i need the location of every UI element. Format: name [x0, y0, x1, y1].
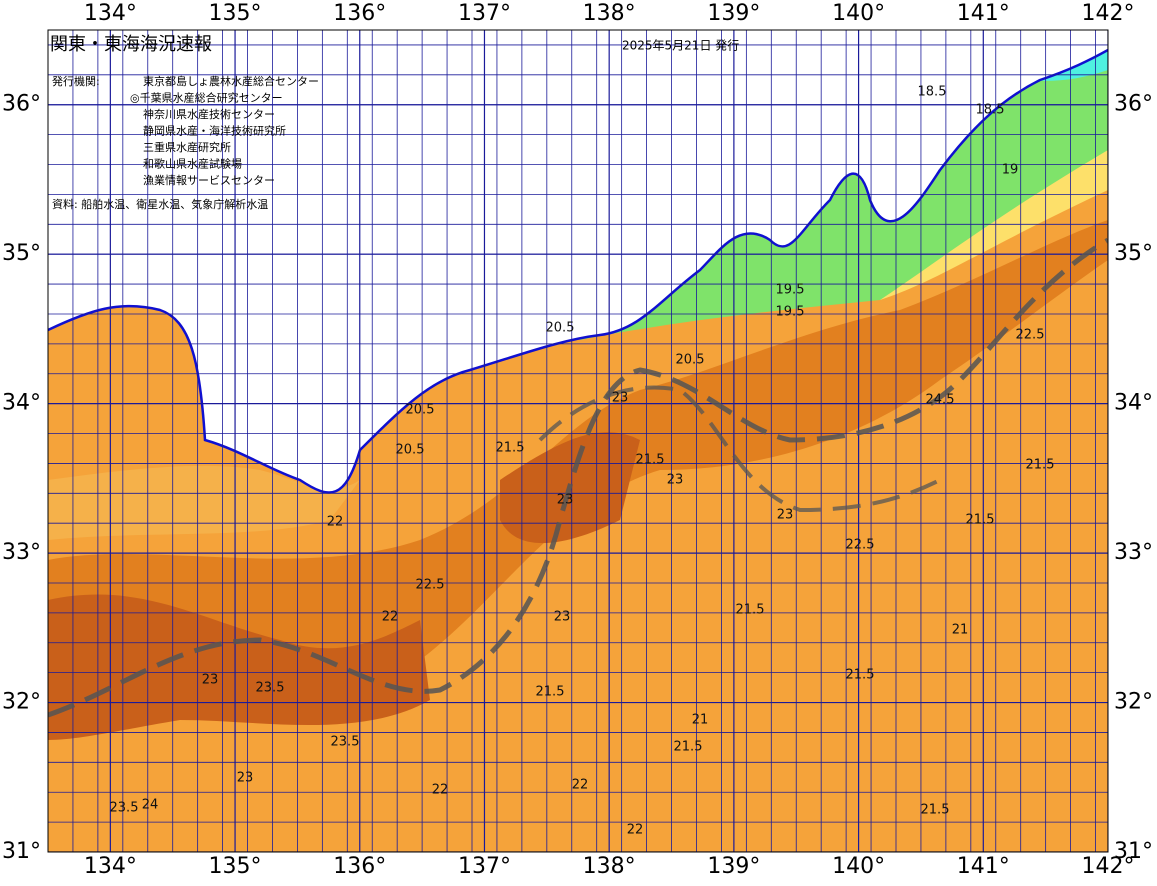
x-tick-label: 138° [583, 1, 636, 26]
issuer: 和歌山県水産試験場 [143, 157, 242, 171]
contour-label: 23.5 [331, 735, 360, 750]
map-title: 関東・東海海況速報 [50, 34, 212, 55]
contour-label: 22.5 [416, 578, 445, 593]
contour-label: 20.5 [546, 321, 575, 336]
contour-label: 24.5 [926, 393, 955, 408]
y-tick-label: 35° [1114, 241, 1153, 266]
contour-label: 20.5 [406, 403, 435, 418]
x-tick-label: 140° [832, 854, 885, 879]
x-tick-label: 135° [209, 1, 262, 26]
contour-label: 18.5 [918, 85, 947, 100]
x-tick-label: 142° [1082, 1, 1135, 26]
issue-date: 2025年5月21日 発行 [622, 39, 739, 53]
issuer: 東京都島しょ農林水産総合センター [143, 74, 319, 88]
contour-label: 21.5 [536, 685, 565, 700]
contour-label: 24 [142, 798, 159, 813]
x-tick-label: 136° [333, 854, 386, 879]
contour-label: 20.5 [676, 353, 705, 368]
contour-label: 22 [572, 778, 589, 793]
contour-label: 19.5 [776, 305, 805, 320]
contour-label: 18.5 [976, 103, 1005, 118]
x-tick-label: 137° [458, 1, 511, 26]
y-tick-label: 31° [2, 839, 41, 864]
x-tick-label: 137° [458, 854, 511, 879]
contour-label: 22 [432, 783, 449, 798]
x-tick-label: 134° [84, 1, 137, 26]
land [48, 30, 1108, 493]
grid [48, 30, 1108, 852]
contour-label: 20.5 [396, 443, 425, 458]
y-tick-label: 34° [1114, 391, 1153, 416]
contour-label: 23 [667, 473, 684, 488]
contour-label: 22 [382, 610, 399, 625]
contour-label: 22 [327, 515, 344, 530]
issuer: 漁業情報サービスセンター [143, 173, 275, 187]
contour-label: 21.5 [636, 453, 665, 468]
contour-label: 22.5 [846, 538, 875, 553]
contour-label: 19 [1002, 163, 1019, 178]
contour-label: 21.5 [496, 441, 525, 456]
kuroshio-branch [538, 385, 941, 513]
contour-label: 23 [557, 493, 574, 508]
x-tick-label: 136° [333, 1, 386, 26]
y-tick-label: 33° [1114, 540, 1153, 565]
contour-label: 21.5 [736, 603, 765, 618]
y-tick-label: 31° [1114, 839, 1153, 864]
sea-mild [48, 465, 360, 540]
map-frame [47, 29, 1109, 853]
x-tick-label: 139° [707, 854, 760, 879]
contour-label: 23.5 [256, 681, 285, 696]
warm-core [48, 594, 430, 740]
y-tick-label: 34° [2, 391, 41, 416]
issuer: 神奈川県水産技術センター [143, 107, 275, 121]
sea-temperature: 18.5 18.5 19 19.5 19.5 20.5 20.5 20.5 21.5 21.5 21… [48, 30, 1108, 852]
contour-label: 23 [777, 508, 794, 523]
issuer-list: 東京都島しょ農林水産総合センター ◎千葉県水産総合研究センター神奈川県水産技術セン… [130, 74, 319, 187]
y-tick-label: 36° [2, 92, 41, 117]
x-tick-label: 138° [583, 854, 636, 879]
contour-label: 22.5 [1016, 328, 1045, 343]
issuer-label: 発行機関: [52, 74, 100, 88]
x-tick-label: 141° [957, 854, 1010, 879]
contour-label: 21.5 [674, 740, 703, 755]
contour-label: 21.5 [921, 803, 950, 818]
y-tick-label: 35° [2, 241, 41, 266]
y-tick-label: 32° [2, 690, 41, 715]
x-tick-label: 142° [1082, 854, 1135, 879]
contour-label: 21.5 [966, 513, 995, 528]
x-tick-label: 141° [957, 1, 1010, 26]
x-tick-label: 134° [84, 854, 137, 879]
issuer: 静岡県水産・海洋技術研究所 [143, 124, 286, 138]
y-tick-label: 32° [1114, 690, 1153, 715]
contour-label: 19.5 [776, 283, 805, 298]
x-tick-label: 140° [832, 1, 885, 26]
contour-label: 21 [692, 713, 709, 728]
contour-label: 23 [554, 610, 571, 625]
contour-label: 23.5 [110, 801, 139, 816]
contour-label: 22 [627, 823, 644, 838]
y-tick-label: 33° [2, 540, 41, 565]
coast-contour [48, 48, 1108, 494]
data-source: 資料: 船舶水温、衛星水温、気象庁解析水温 [52, 197, 268, 211]
contour-label: 23 [202, 673, 219, 688]
contour-label: 23 [237, 771, 254, 786]
issuer: 三重県水産研究所 [143, 140, 231, 154]
issuer: ◎千葉県水産総合研究センター [130, 91, 283, 105]
contour-label: 21.5 [1026, 458, 1055, 473]
y-tick-label: 36° [1114, 92, 1153, 117]
contour-label: 21 [952, 623, 969, 638]
x-tick-label: 139° [707, 1, 760, 26]
x-tick-label: 135° [209, 854, 262, 879]
contour-label: 21.5 [846, 668, 875, 683]
contour-label: 23 [612, 391, 629, 406]
kuroshio-axis [48, 237, 1108, 718]
